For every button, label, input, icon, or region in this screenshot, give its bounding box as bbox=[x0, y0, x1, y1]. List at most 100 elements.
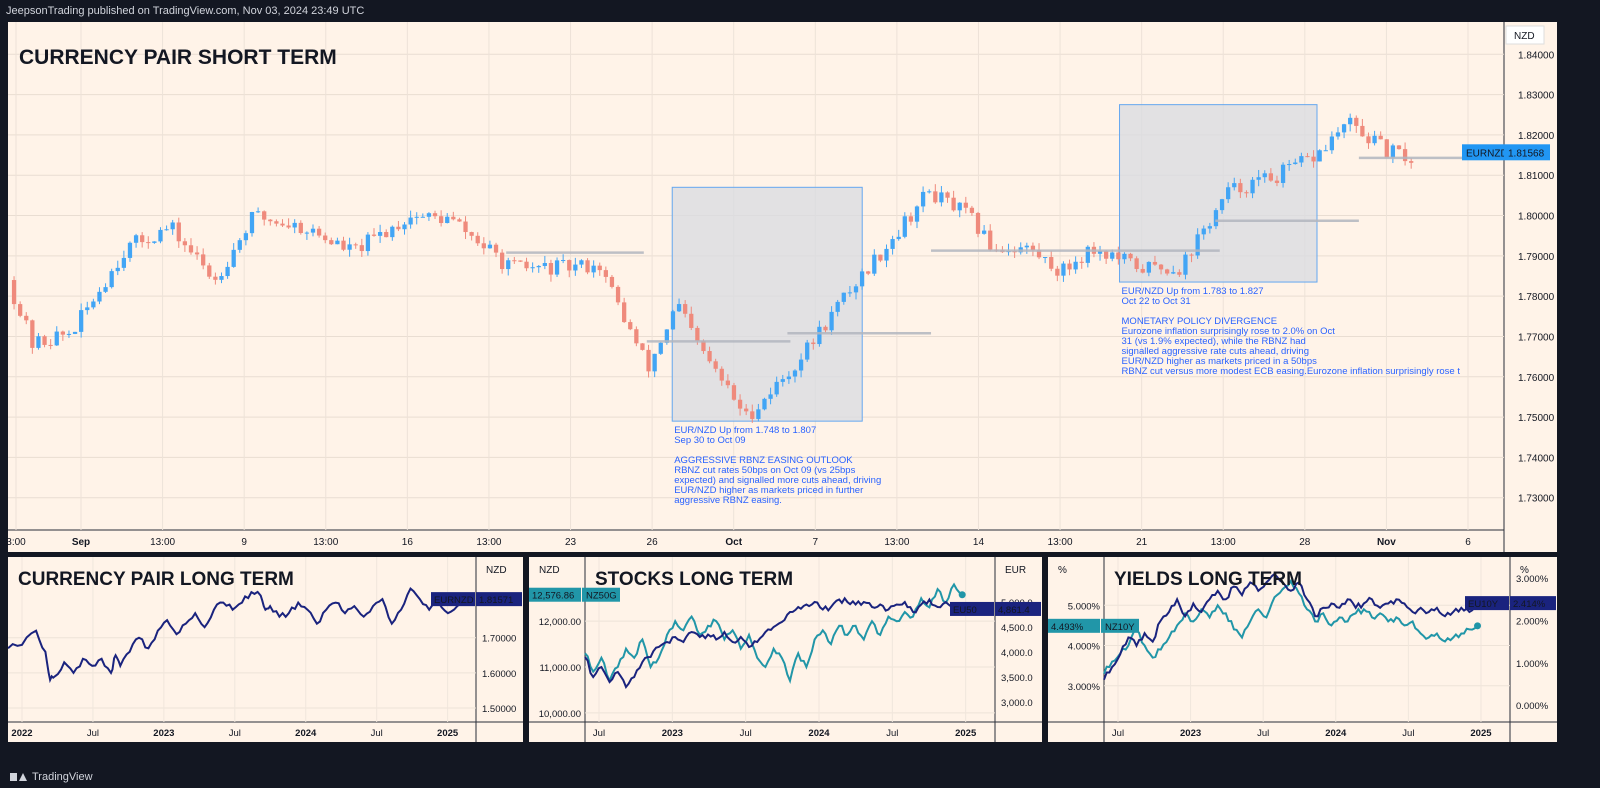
x-tick-label: 6 bbox=[1465, 537, 1471, 548]
candle-body bbox=[371, 234, 377, 236]
candle-body bbox=[384, 232, 389, 238]
candle-body bbox=[225, 266, 230, 277]
last-price-tag bbox=[1504, 144, 1550, 161]
candle-body bbox=[1104, 251, 1109, 259]
x-tick-label: 2025 bbox=[1470, 728, 1492, 739]
candle-body bbox=[42, 336, 47, 345]
right-y-tick-label: 4,000.0 bbox=[1001, 648, 1033, 659]
candle-body bbox=[463, 221, 468, 233]
candle-body bbox=[213, 276, 218, 280]
x-tick-label: 2024 bbox=[295, 728, 317, 739]
series-name-tag bbox=[431, 592, 475, 607]
candle-body bbox=[127, 242, 133, 258]
candle-body bbox=[1213, 210, 1219, 227]
candle-body bbox=[1402, 149, 1408, 162]
right-y-tick-label: 1.000% bbox=[1516, 659, 1549, 670]
right-currency-label: EUR bbox=[1005, 565, 1026, 576]
candle-body bbox=[1073, 261, 1078, 270]
x-tick-label: 23 bbox=[565, 537, 577, 548]
candle-body bbox=[988, 230, 993, 250]
candle-body bbox=[1201, 228, 1206, 235]
candle-body bbox=[792, 370, 798, 377]
left-y-tick-label: 11,000.00 bbox=[539, 663, 581, 674]
candle-body bbox=[945, 192, 950, 198]
candle-body bbox=[1140, 268, 1145, 273]
candle-body bbox=[341, 240, 346, 250]
candle-body bbox=[304, 232, 310, 234]
series-name-tag bbox=[1465, 596, 1509, 611]
candle-body bbox=[518, 260, 523, 262]
y-tick-label: 1.82000 bbox=[1518, 131, 1555, 142]
yields-long-term-chart[interactable]: 5.000% 4.000% 3.000% 3.000% 2.000% 1.000% 0.00… bbox=[1048, 557, 1557, 742]
left-y-tick-label: 3.000% bbox=[1068, 682, 1101, 693]
x-tick-label: Jul bbox=[371, 728, 383, 739]
candle-body bbox=[1335, 132, 1341, 137]
candle-body bbox=[420, 216, 425, 218]
candle-body bbox=[1158, 264, 1164, 270]
left-y-tick-label: 10,000.00 bbox=[539, 709, 581, 720]
annotation-line: Sep 30 to Oct 09 bbox=[674, 435, 745, 446]
x-tick-label: Jul bbox=[229, 728, 241, 739]
candle-body bbox=[914, 206, 920, 222]
candle-body bbox=[646, 349, 651, 372]
x-tick-label: 28 bbox=[1299, 537, 1311, 548]
candle-body bbox=[872, 254, 877, 274]
candle-body bbox=[262, 211, 267, 220]
x-tick-label: 13:00 bbox=[1048, 537, 1073, 548]
candle-body bbox=[579, 260, 584, 265]
candle-body bbox=[188, 245, 194, 253]
annotation-line: RBNZ cut versus more modest ECB easing.E… bbox=[1122, 366, 1461, 377]
candle-body bbox=[920, 191, 926, 207]
y-tick-label: 1.79000 bbox=[1518, 252, 1555, 263]
x-tick-label: Jul bbox=[87, 728, 99, 739]
candle-body bbox=[853, 286, 859, 293]
candle-body bbox=[859, 271, 865, 287]
x-tick-label: 2024 bbox=[1325, 728, 1347, 739]
candle-body bbox=[719, 368, 724, 381]
candle-body bbox=[1238, 183, 1243, 193]
candle-body bbox=[469, 232, 474, 236]
candle-body bbox=[866, 271, 871, 274]
candle-body bbox=[1195, 234, 1200, 256]
footer-brand[interactable]: TradingView bbox=[32, 771, 93, 783]
x-tick-label: Jul bbox=[886, 728, 898, 739]
candle-body bbox=[957, 202, 962, 211]
currency-pair-long-term-chart[interactable]: 1.70000 1.60000 1.50000 NZD 2022 Jul 2023 Jul 20… bbox=[8, 557, 523, 742]
candle-body bbox=[377, 232, 383, 236]
candle-body bbox=[1189, 254, 1194, 256]
candle-body bbox=[66, 333, 72, 335]
candle-body bbox=[1390, 145, 1396, 158]
candle-body bbox=[676, 304, 682, 312]
series-value-tag bbox=[1510, 596, 1556, 611]
tradingview-logo-icon[interactable] bbox=[10, 772, 27, 782]
candle-body bbox=[1341, 124, 1347, 133]
left-currency-label: NZD bbox=[539, 565, 560, 576]
candle-body bbox=[841, 292, 846, 302]
series-value-tag bbox=[995, 601, 1041, 616]
candle-body bbox=[1250, 179, 1255, 194]
y-tick-label: 1.78000 bbox=[1518, 292, 1555, 303]
stocks-long-term-chart[interactable]: 12,000.0011,000.0010,000.005,000.04,500.… bbox=[529, 557, 1042, 742]
x-tick-label: 21 bbox=[1136, 537, 1148, 548]
candle-body bbox=[1378, 135, 1383, 140]
candle-body bbox=[1396, 145, 1402, 150]
publisher-header: JeepsonTrading published on TradingView.… bbox=[6, 5, 365, 17]
right-y-tick-label: 3.000% bbox=[1516, 574, 1549, 585]
x-tick-label: 13:00 bbox=[1211, 537, 1236, 548]
candle-body bbox=[60, 331, 65, 335]
series-name-label: NZ50G bbox=[586, 591, 617, 602]
candle-body bbox=[1219, 199, 1225, 211]
x-tick-label: 13:00 bbox=[476, 537, 501, 548]
right-currency-label: % bbox=[1520, 565, 1529, 576]
candle-body bbox=[445, 216, 450, 224]
candle-body bbox=[79, 310, 84, 332]
currency-pair-short-term-chart[interactable]: 1.84000 1.83000 1.82000 1.81000 1.80000 1.790… bbox=[8, 22, 1557, 552]
candle-body bbox=[170, 222, 175, 230]
series-line bbox=[584, 582, 963, 685]
y-tick-label: 1.60000 bbox=[482, 669, 516, 680]
candle-body bbox=[927, 191, 932, 193]
candle-body bbox=[634, 329, 639, 344]
candle-body bbox=[524, 261, 529, 269]
candle-body bbox=[1287, 164, 1292, 166]
candle-body bbox=[347, 244, 352, 250]
